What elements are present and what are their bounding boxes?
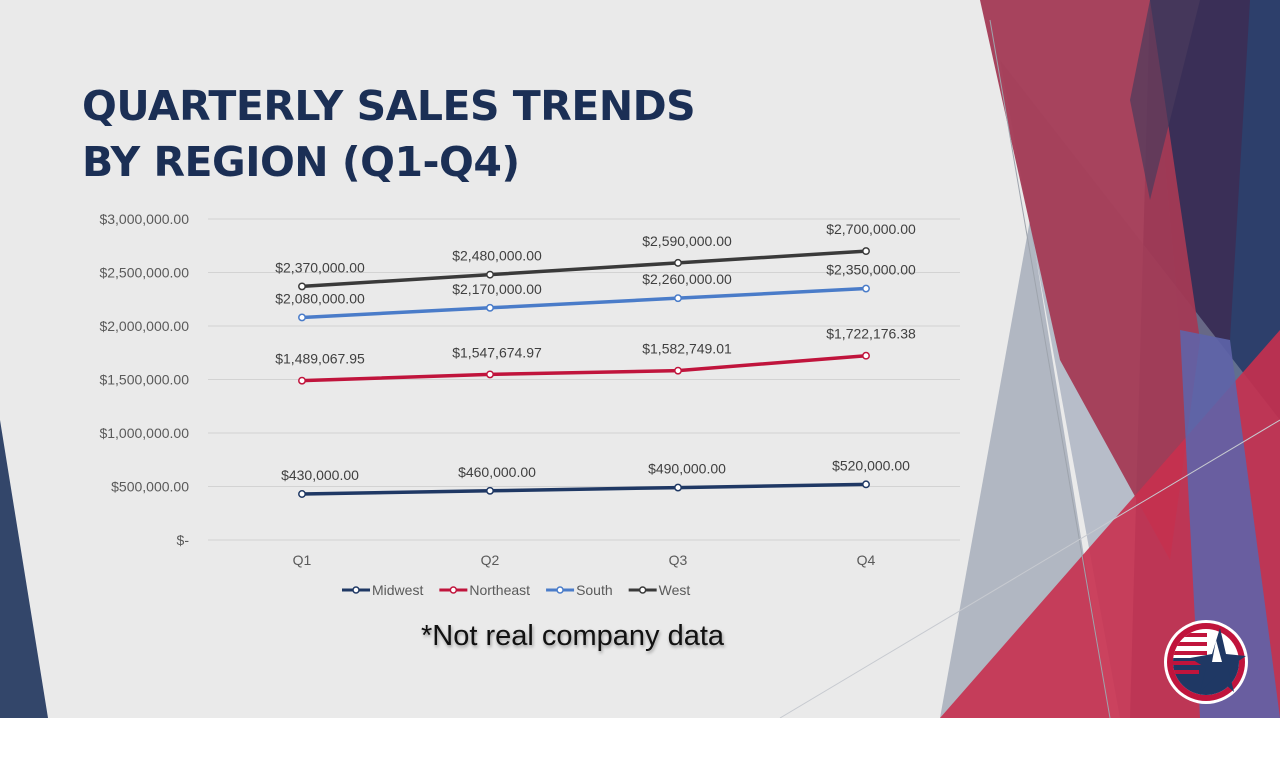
data-label-midwest-q1: $430,000.00 bbox=[281, 467, 359, 483]
series-line-midwest bbox=[301, 482, 867, 496]
data-labels: $430,000.00 $460,000.00 $490,000.00 $520,00… bbox=[275, 221, 916, 483]
data-point-northeast-q2 bbox=[486, 370, 494, 379]
legend: Midwest Northeast South West bbox=[342, 582, 690, 598]
data-label-south-q3: $2,260,000.00 bbox=[642, 271, 732, 287]
data-label-midwest-q3: $490,000.00 bbox=[648, 461, 726, 477]
y-axis: $- $500,000.00 $1,000,000.00 $1,500,000.00 $… bbox=[99, 211, 189, 548]
legend-item-south: South bbox=[546, 582, 613, 598]
data-label-west-q2: $2,480,000.00 bbox=[452, 248, 542, 264]
data-point-northeast-q4 bbox=[862, 351, 870, 360]
legend-item-midwest: Midwest bbox=[342, 582, 423, 598]
series-lines bbox=[298, 247, 870, 498]
data-label-midwest-q4: $520,000.00 bbox=[832, 457, 910, 473]
data-label-northeast-q4: $1,722,176.38 bbox=[826, 326, 916, 342]
data-point-west-q4 bbox=[862, 247, 870, 256]
data-label-south-q4: $2,350,000.00 bbox=[826, 262, 916, 278]
y-tick-label: $2,000,000.00 bbox=[99, 318, 189, 334]
data-point-west-q1 bbox=[298, 282, 306, 291]
y-tick-label: $- bbox=[177, 532, 190, 548]
data-label-south-q1: $2,080,000.00 bbox=[275, 290, 365, 306]
x-tick-label-q1: Q1 bbox=[293, 552, 312, 568]
data-label-west-q4: $2,700,000.00 bbox=[826, 221, 916, 237]
data-label-west-q3: $2,590,000.00 bbox=[642, 233, 732, 249]
disclaimer-note: *Not real company data bbox=[421, 620, 725, 652]
x-tick-label-q4: Q4 bbox=[857, 552, 876, 568]
title-line-1: QUARTERLY SALES TRENDS bbox=[82, 82, 696, 130]
data-point-south-q4 bbox=[862, 284, 870, 293]
x-tick-label-q3: Q3 bbox=[669, 552, 688, 568]
data-point-west-q3 bbox=[674, 258, 682, 267]
data-point-south-q1 bbox=[298, 313, 306, 322]
data-point-south-q2 bbox=[486, 303, 494, 312]
star-circle-logo-icon bbox=[1164, 620, 1248, 704]
y-tick-label: $500,000.00 bbox=[111, 479, 189, 495]
slide-title: QUARTERLY SALES TRENDS BY REGION (Q1-Q4) bbox=[82, 78, 696, 190]
data-point-south-q3 bbox=[674, 294, 682, 303]
title-line-2: BY REGION (Q1-Q4) bbox=[82, 138, 520, 186]
x-axis: Q1 Q2 Q3 Q4 bbox=[293, 552, 876, 568]
legend-item-west: West bbox=[628, 582, 691, 598]
legend-item-northeast: Northeast bbox=[439, 582, 530, 598]
data-label-midwest-q2: $460,000.00 bbox=[458, 464, 536, 480]
legend-label-west: West bbox=[659, 582, 691, 598]
line-chart: $- $500,000.00 $1,000,000.00 $1,500,000.00 $… bbox=[99, 211, 960, 598]
legend-marker-south bbox=[556, 586, 564, 594]
y-tick-label: $1,500,000.00 bbox=[99, 372, 189, 388]
data-label-northeast-q1: $1,489,067.95 bbox=[275, 351, 365, 367]
series-line-northeast bbox=[301, 353, 867, 383]
data-point-midwest-q2 bbox=[486, 486, 494, 495]
legend-marker-west bbox=[638, 586, 647, 594]
data-point-midwest-q4 bbox=[862, 480, 870, 489]
y-tick-label: $3,000,000.00 bbox=[99, 211, 189, 227]
legend-label-south: South bbox=[576, 582, 613, 598]
data-point-midwest-q3 bbox=[674, 483, 682, 492]
data-label-northeast-q2: $1,547,674.97 bbox=[452, 344, 542, 360]
series-line-west bbox=[301, 249, 867, 289]
series-line-south bbox=[301, 286, 867, 320]
data-point-west-q2 bbox=[486, 270, 494, 279]
y-tick-label: $2,500,000.00 bbox=[99, 265, 189, 281]
legend-marker-midwest bbox=[352, 586, 360, 594]
legend-label-northeast: Northeast bbox=[469, 582, 530, 598]
data-point-midwest-q1 bbox=[298, 490, 306, 498]
data-point-northeast-q3 bbox=[674, 366, 682, 375]
legend-label-midwest: Midwest bbox=[372, 582, 423, 598]
legend-marker-northeast bbox=[449, 586, 458, 594]
data-label-south-q2: $2,170,000.00 bbox=[452, 281, 542, 297]
data-point-northeast-q1 bbox=[298, 376, 306, 385]
y-tick-label: $1,000,000.00 bbox=[99, 425, 189, 441]
slide: QUARTERLY SALES TRENDS BY REGION (Q1-Q4)… bbox=[0, 0, 1280, 718]
x-tick-label-q2: Q2 bbox=[481, 552, 500, 568]
data-label-northeast-q3: $1,582,749.01 bbox=[642, 341, 732, 357]
data-label-west-q1: $2,370,000.00 bbox=[275, 259, 365, 275]
